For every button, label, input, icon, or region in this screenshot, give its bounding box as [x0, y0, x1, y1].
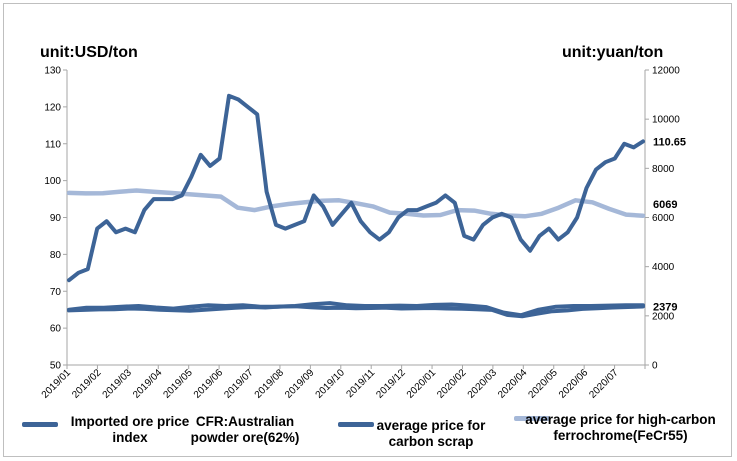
left-axis-unit: unit:USD/ton [40, 44, 138, 61]
left-tick-label: 110 [45, 139, 61, 150]
x-tick-label: 2019/02 [70, 367, 104, 401]
x-tick-label: 2019/11 [345, 367, 378, 400]
x-tick-label: 2020/06 [557, 367, 591, 401]
legend-label: average price for carbon scrap [376, 418, 486, 449]
right-tick-label: 8000 [652, 164, 675, 175]
labels-layer: 110.65 2379 6069 [653, 136, 686, 313]
x-tick-label: 2019/05 [161, 367, 195, 401]
right-tick-label: 6000 [652, 213, 675, 224]
left-tick-label: 50 [50, 361, 62, 372]
left-tick-label: 80 [50, 250, 62, 261]
end-value-label: 2379 [653, 302, 677, 314]
x-tick-label: 2020/01 [405, 367, 439, 401]
right-tick-label: 10000 [652, 115, 680, 126]
legend-label: Imported ore price index [70, 414, 190, 445]
x-tick-label: 2020/04 [496, 367, 530, 401]
legend-item-ore-index: Imported ore price index [20, 412, 200, 456]
left-tick-label: 70 [50, 287, 62, 298]
x-tick-label: 2019/01 [40, 367, 74, 401]
series-line-2 [67, 304, 645, 319]
chart-frame [3, 3, 732, 457]
x-tick-label: 2020/05 [527, 367, 561, 401]
legend-line [338, 422, 374, 427]
legend-label: CFR:Australian powder ore(62%) [190, 414, 300, 445]
x-tick-label: 2020/02 [435, 367, 469, 401]
left-tick-label: 90 [50, 213, 62, 224]
x-tick-label: 2019/10 [314, 367, 348, 401]
legend-line [22, 422, 58, 427]
right-tick-label: 0 [652, 361, 658, 372]
left-tick-label: 60 [50, 324, 62, 335]
legend-item-cfr-australian: CFR:Australian powder ore(62%) [180, 412, 320, 456]
x-tick-label: 2019/03 [101, 367, 135, 401]
x-tick-label: 2019/06 [192, 367, 226, 401]
x-tick-label: 2019/04 [131, 367, 165, 401]
left-tick-label: 120 [44, 102, 61, 113]
x-tick-label: 2019/07 [222, 367, 256, 401]
right-tick-label: 12000 [652, 66, 680, 77]
x-tick-label: 2019/09 [283, 367, 317, 401]
legend-item-ferrochrome: average price for high-carbon ferrochrom… [508, 412, 733, 456]
legend-label: average price for high-carbon ferrochrom… [525, 412, 716, 443]
series-layer [66, 93, 646, 319]
left-tick-label: 130 [44, 66, 61, 77]
legend-item-carbon-scrap: average price for carbon scrap [338, 412, 503, 456]
left-tick-label: 100 [44, 176, 61, 187]
x-tick-label: 2020/07 [587, 367, 621, 401]
right-axis-unit: unit:yuan/ton [562, 44, 664, 61]
x-tick-label: 2019/12 [374, 367, 408, 401]
end-value-label: 110.65 [653, 136, 686, 148]
x-tick-label: 2020/03 [466, 367, 500, 401]
series-line-3 [66, 188, 646, 219]
series-line-0 [67, 93, 645, 283]
x-tick-label: 2019/08 [253, 367, 287, 401]
end-value-label: 6069 [653, 199, 677, 211]
legend-line [514, 416, 550, 421]
right-tick-label: 4000 [652, 262, 675, 273]
right-tick-label: 2000 [652, 311, 675, 322]
